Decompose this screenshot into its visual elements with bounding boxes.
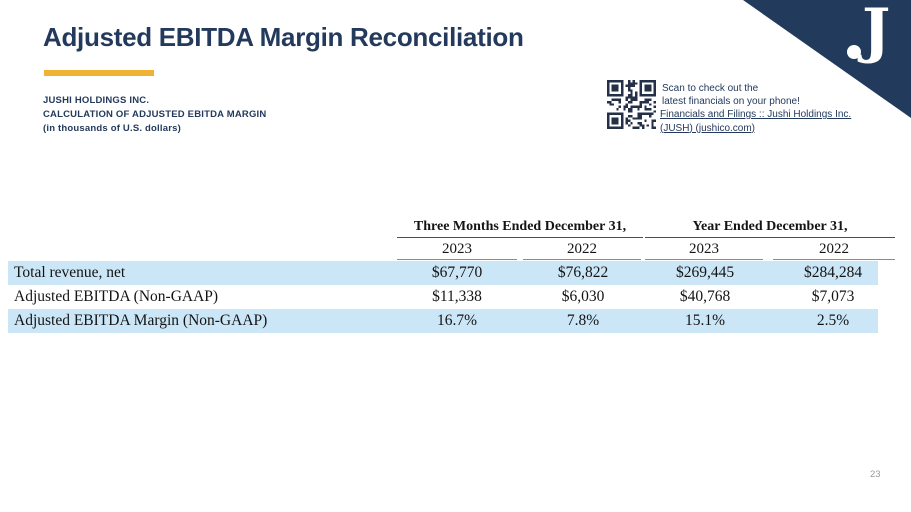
row-label: Adjusted EBITDA (Non-GAAP) xyxy=(14,288,219,305)
subtitle-block: JUSHI HOLDINGS INC. CALCULATION OF ADJUS… xyxy=(43,94,266,136)
jushi-logo-icon: J xyxy=(862,0,891,66)
jushi-logo-dot-icon xyxy=(847,45,861,59)
table-row: Adjusted EBITDA (Non-GAAP) $11,338 $6,03… xyxy=(8,285,878,309)
calculation-label: CALCULATION OF ADJUSTED EBITDA MARGIN xyxy=(43,109,267,120)
cell-value: $40,768 xyxy=(679,288,731,305)
cell-value: $284,284 xyxy=(803,264,863,281)
page-number: 23 xyxy=(870,469,881,480)
cell-value: 7.8% xyxy=(566,312,600,329)
cell-value: 2.5% xyxy=(816,312,850,329)
cell-value: 16.7% xyxy=(436,312,478,329)
column-header-2022-q: 2022 xyxy=(523,239,641,260)
table-row: Adjusted EBITDA Margin (Non-GAAP) 16.7% … xyxy=(8,309,878,333)
title-accent-bar xyxy=(44,70,154,76)
cell-value: $76,822 xyxy=(557,264,609,281)
cell-value: $269,445 xyxy=(675,264,735,281)
qr-caption-line1: Scan to check out the xyxy=(662,83,759,94)
column-header-2023-y: 2023 xyxy=(645,239,763,260)
financials-link-line1[interactable]: Financials and Filings :: Jushi Holdings… xyxy=(660,109,852,120)
column-header-2022-y: 2022 xyxy=(773,239,895,260)
qr-code xyxy=(607,80,656,129)
company-name: JUSHI HOLDINGS INC. xyxy=(43,95,150,106)
page-title: Adjusted EBITDA Margin Reconciliation xyxy=(43,22,524,52)
cell-value: $67,770 xyxy=(431,264,483,281)
table-group-header-three-months: Three Months Ended December 31, xyxy=(397,216,643,238)
row-label: Total revenue, net xyxy=(14,264,126,281)
cell-value: $6,030 xyxy=(561,288,605,305)
financials-link-line2[interactable]: (JUSH) (jushico.com) xyxy=(660,122,756,134)
table-group-header-year: Year Ended December 31, xyxy=(645,216,895,238)
cell-value: $11,338 xyxy=(432,288,482,305)
qr-caption: Scan to check out the latest financials … xyxy=(662,82,800,108)
row-label: Adjusted EBITDA Margin (Non-GAAP) xyxy=(14,312,268,329)
units-label: (in thousands of U.S. dollars) xyxy=(43,123,181,134)
financials-link[interactable]: Financials and Filings :: Jushi Holdings… xyxy=(660,108,860,135)
column-header-2023-q: 2023 xyxy=(397,239,517,260)
cell-value: 15.1% xyxy=(684,312,726,329)
qr-caption-line2: latest financials on your phone! xyxy=(662,96,800,107)
table-row: Total revenue, net $67,770 $76,822 $269,… xyxy=(8,261,878,285)
cell-value: $7,073 xyxy=(811,288,855,305)
